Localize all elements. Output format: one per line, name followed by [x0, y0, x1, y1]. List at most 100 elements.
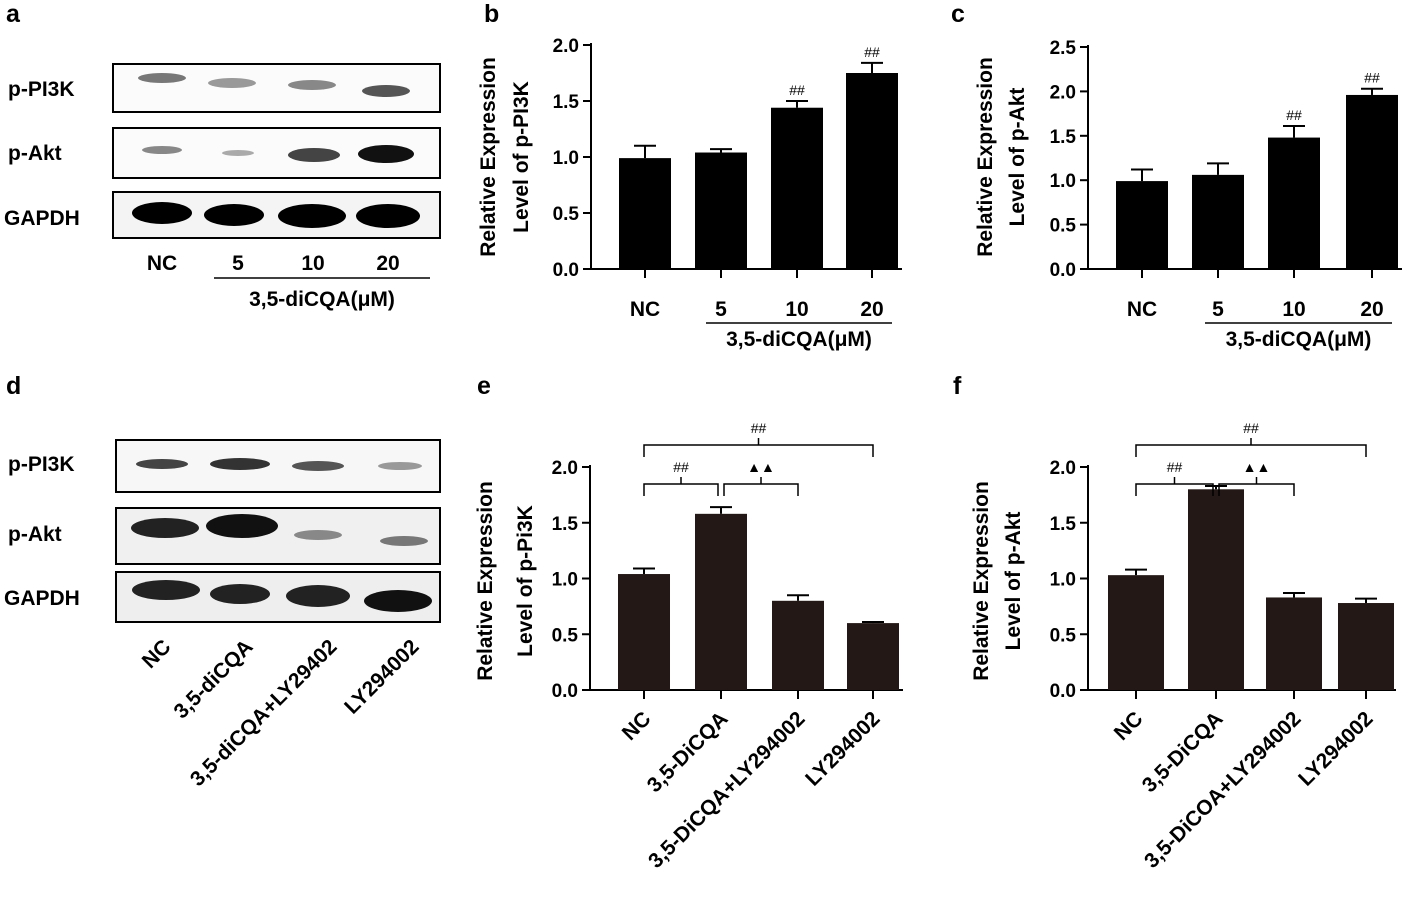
- y-tick-label: 0.5: [1050, 216, 1077, 237]
- y-tick-label: 1.5: [553, 92, 580, 113]
- blot-band: [208, 78, 256, 88]
- bracket-label: ##: [1243, 420, 1259, 436]
- y-axis-title: Relative Expression: [974, 57, 997, 257]
- blot-d-protein-p-pi3k: p-PI3K: [8, 453, 75, 476]
- blot-band: [356, 204, 420, 228]
- blot-band: [378, 462, 422, 470]
- panel-label-c: c: [951, 0, 965, 28]
- blot-a-lane-label: 20: [376, 252, 399, 275]
- y-tick-label: 2.0: [552, 458, 578, 479]
- bar-chart-f: 0.0 0.5 1.0 1.5 2.0 Relative Expression Level …: [970, 420, 1396, 873]
- y-tick-label: 1.0: [553, 148, 579, 169]
- significance-bracket: [1135, 444, 1367, 457]
- y-tick-label: 0.5: [552, 625, 579, 646]
- blot-band: [136, 459, 188, 469]
- significance-bracket: [643, 483, 719, 496]
- blot-a-group-label: 3,5-diCQA(μM): [249, 288, 395, 311]
- blot-d-protein-gapdh: GAPDH: [4, 587, 80, 610]
- blot-band: [380, 536, 428, 546]
- blot-band: [138, 73, 186, 83]
- blot-a-protein-gapdh: GAPDH: [4, 207, 80, 230]
- blot-band: [222, 150, 254, 156]
- blot-band: [286, 585, 350, 607]
- bar-3: [1338, 603, 1394, 690]
- blot-band: [206, 514, 278, 538]
- bar-0: [618, 574, 670, 690]
- x-category-label: 10: [1282, 298, 1305, 321]
- x-category-label: NC: [1127, 298, 1157, 321]
- y-tick-label: 0.0: [1050, 260, 1076, 281]
- blot-a-protein-p-akt: p-Akt: [8, 142, 62, 165]
- significance-label: ##: [1364, 70, 1380, 86]
- significance-bracket: [643, 444, 874, 457]
- x-category-label: 20: [860, 298, 883, 321]
- y-tick-label: 2.5: [1050, 38, 1077, 59]
- x-category-label: LY294002: [801, 707, 884, 790]
- x-category-label: NC: [1110, 707, 1148, 745]
- y-axis-title: Level of p-PI3K: [510, 81, 533, 233]
- blot-band: [288, 148, 340, 162]
- y-tick-label: 0.5: [553, 204, 580, 225]
- y-tick-label: 2.0: [553, 36, 579, 57]
- y-tick-label: 2.0: [1050, 458, 1076, 479]
- y-axis-title: Level of p-Akt: [1002, 512, 1025, 651]
- y-tick-label: 2.0: [1050, 82, 1076, 103]
- x-category-label: NC: [630, 298, 660, 321]
- panel-label-b: b: [484, 0, 499, 28]
- y-axis-title: Level of p-Pi3K: [514, 505, 537, 657]
- bar-3: [847, 623, 899, 690]
- y-tick-label: 1.0: [552, 570, 578, 591]
- bar-0: [1108, 575, 1164, 690]
- bar-chart-e: 0.0 0.5 1.0 1.5 2.0 Relative Expression Level …: [474, 420, 903, 873]
- x-category-label: 20: [1360, 298, 1383, 321]
- blot-d-protein-p-akt: p-Akt: [8, 523, 62, 546]
- y-axis-title: Relative Expression: [474, 481, 497, 681]
- bracket-label: ##: [673, 459, 689, 475]
- blot-band: [294, 530, 342, 540]
- x-category-label: 5: [1212, 298, 1224, 321]
- bar-chart-c: 0.0 0.5 1.0 1.5 2.0 2.5 Relative Expression Lev…: [974, 38, 1402, 351]
- bar-2: [1268, 137, 1320, 269]
- bar-3: [846, 73, 898, 269]
- bar-1: [1192, 174, 1244, 269]
- blot-d-lane-label: 3,5-diCQA+LY29402: [186, 635, 342, 791]
- blot-band: [278, 204, 346, 228]
- y-tick-label: 1.5: [1050, 127, 1077, 148]
- y-tick-label: 1.5: [1050, 514, 1077, 535]
- blot-band: [210, 458, 270, 470]
- significance-label: ##: [1286, 107, 1302, 123]
- blot-band: [142, 146, 182, 154]
- y-tick-label: 0.0: [553, 260, 579, 281]
- significance-label: ##: [789, 82, 805, 98]
- blot-a-lane-label: NC: [147, 252, 177, 275]
- y-tick-label: 1.5: [552, 514, 579, 535]
- blot-band: [288, 80, 336, 90]
- panel-label-e: e: [477, 372, 491, 400]
- blot-band: [292, 461, 344, 471]
- bar-charts-layer: 0.0 0.5 1.0 1.5 2.0 Relative Expression Level …: [474, 36, 1402, 873]
- panel-label-d: d: [6, 372, 21, 400]
- blot-band: [364, 590, 432, 612]
- y-tick-label: 0.5: [1050, 625, 1077, 646]
- y-tick-label: 0.0: [552, 681, 578, 702]
- y-tick-label: 1.0: [1050, 570, 1076, 591]
- significance-label: ##: [864, 44, 880, 60]
- group-label: 3,5-diCQA(μM): [726, 328, 872, 351]
- y-tick-label: 0.0: [1050, 681, 1076, 702]
- bar-2: [1266, 597, 1322, 690]
- bracket-label: ##: [751, 420, 767, 436]
- bar-chart-b: 0.0 0.5 1.0 1.5 2.0 Relative Expression Level …: [477, 36, 902, 351]
- y-axis-title: Relative Expression: [970, 481, 993, 681]
- blot-d-lane-label: 3,5-diCQA: [169, 635, 257, 723]
- bar-0: [1116, 181, 1168, 269]
- bar-1: [695, 513, 747, 690]
- blot-a-lane-label: 10: [301, 252, 324, 275]
- panel-label-a: a: [6, 0, 21, 28]
- x-category-label: 5: [715, 298, 727, 321]
- bar-3: [1346, 94, 1398, 270]
- western-blot-d: p-PI3K p-Akt GAPDH NC 3,5-diCQA 3,5-diCQ…: [4, 439, 441, 791]
- blot-d-lane-label: LY294002: [340, 635, 423, 718]
- blot-band: [131, 518, 199, 538]
- blot-band: [210, 584, 270, 604]
- blot-band: [204, 204, 264, 226]
